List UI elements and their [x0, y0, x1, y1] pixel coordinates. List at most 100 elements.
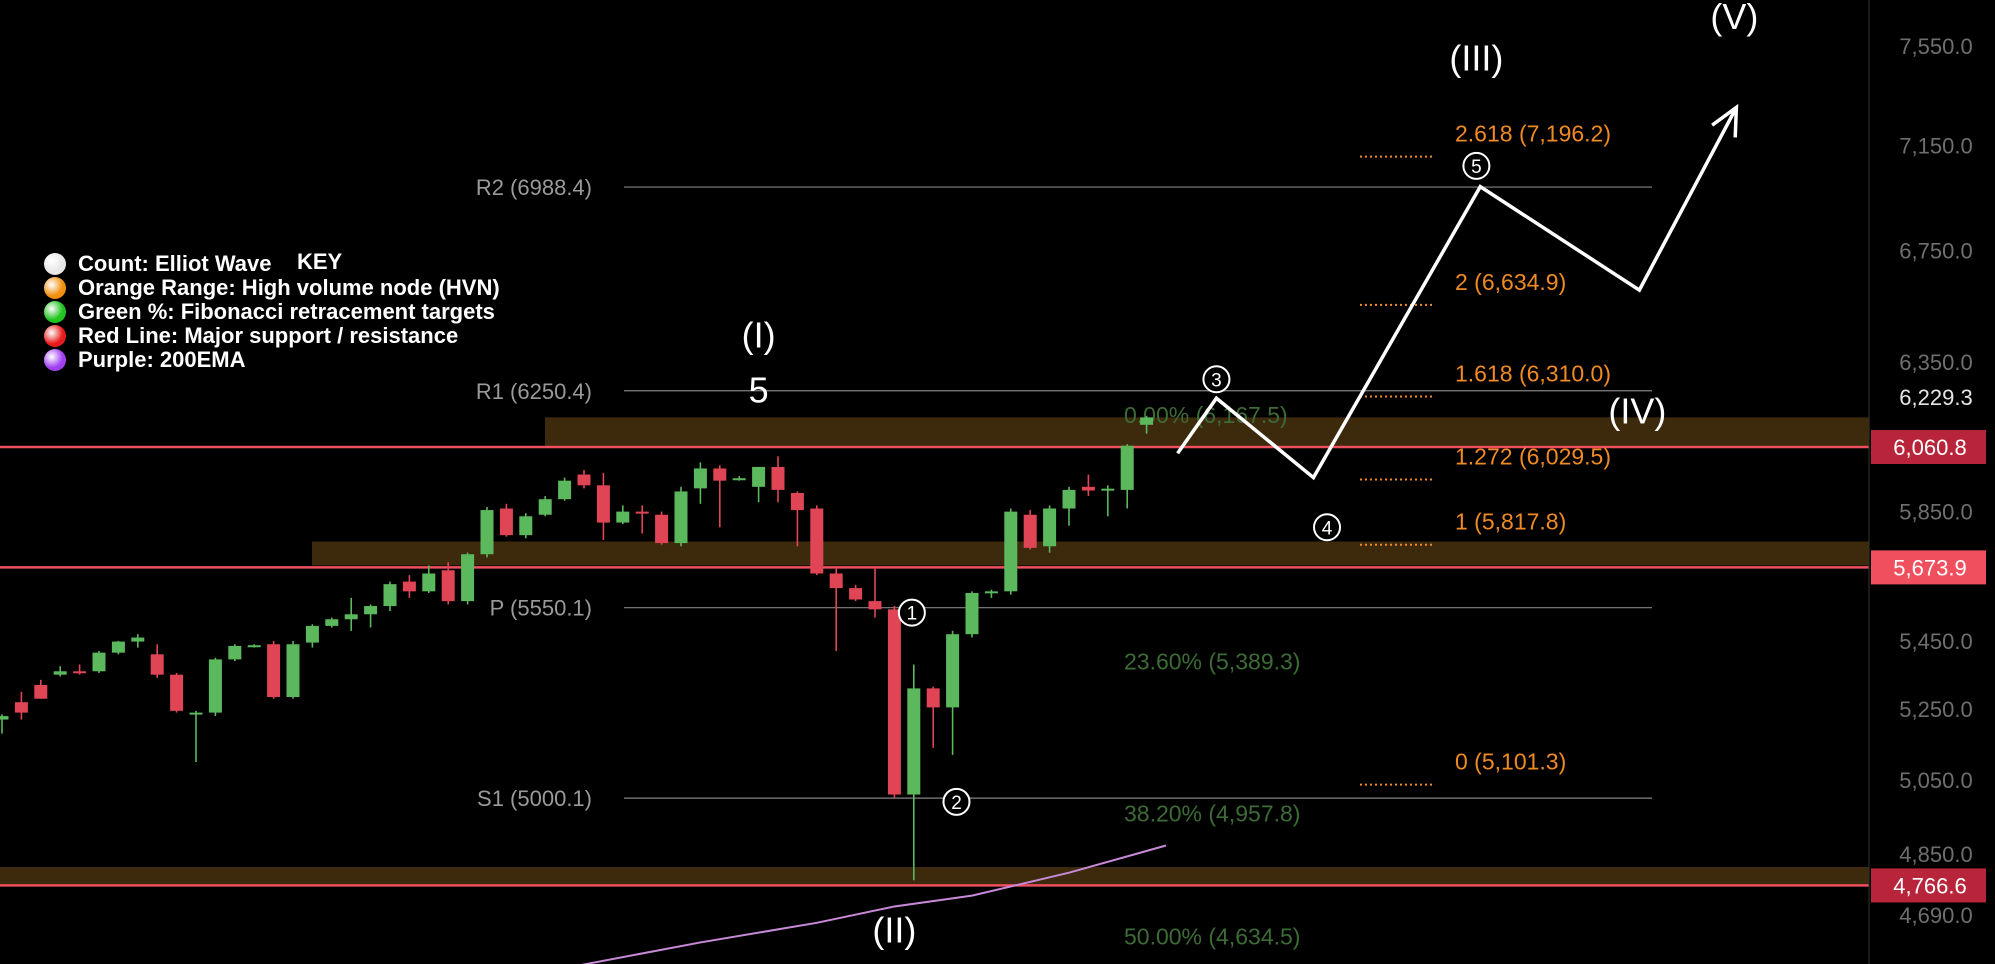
candle-body: [208, 659, 222, 713]
candle-body: [131, 637, 145, 642]
candle-body: [499, 508, 513, 536]
wave-circle-icon: [1462, 151, 1491, 180]
candle-body: [868, 601, 882, 610]
price-axis-tick-label: 6,750.0: [1899, 238, 1972, 263]
candle-body: [111, 641, 125, 653]
price-axis-tick-label: 5,850.0: [1899, 500, 1972, 525]
candle-body: [286, 644, 300, 697]
candle-body: [907, 688, 921, 795]
candle-body: [1101, 488, 1115, 491]
wave-label: (II): [872, 909, 916, 950]
price-axis-tick-label: 5,250.0: [1899, 697, 1972, 722]
candle-body: [228, 645, 242, 660]
support-price-badge-label: 5,673.9: [1893, 555, 1966, 580]
candle-body: [1081, 486, 1095, 491]
candle-body: [635, 511, 649, 514]
fib-extension-label: 2.618 (7,196.2): [1455, 121, 1611, 147]
price-axis-tick-label: 6,350.0: [1899, 350, 1972, 375]
candle-body: [693, 468, 707, 489]
price-axis-tick-label: 4,690.0: [1899, 903, 1972, 928]
wave-circle-label: 5: [1471, 157, 1482, 178]
candle-body: [558, 480, 572, 500]
candle-body: [1004, 511, 1018, 592]
wave-label: (I): [742, 315, 776, 356]
price-axis-tick-label: 7,550.0: [1899, 34, 1972, 59]
ema200-line: [581, 844, 1167, 964]
fib-extension-label: 1 (5,817.8): [1455, 509, 1566, 535]
wave-circle-icon: [1313, 513, 1342, 542]
price-axis-tick-label: 5,050.0: [1899, 768, 1972, 793]
candle-body: [267, 644, 281, 697]
candle-body: [14, 702, 28, 713]
candle-body: [965, 592, 979, 635]
candle-body: [713, 468, 727, 481]
price-axis-tick-label: 7,150.0: [1899, 133, 1972, 158]
legend-item-ema: Purple: 200EMA: [44, 348, 500, 372]
legend-item-fibonacci: Green %: Fibonacci retracement targets: [44, 300, 500, 324]
fib-extension-label: 0 (5,101.3): [1455, 749, 1566, 775]
legend-label: Orange Range: High volume node (HVN): [78, 275, 500, 300]
fib-extension-label: 1.618 (6,310.0): [1455, 360, 1611, 386]
candle-body: [849, 588, 863, 600]
candle-body: [422, 573, 436, 592]
support-price-badge: [1871, 430, 1986, 465]
wave-circle-label: 3: [1211, 370, 1222, 391]
candle-body: [441, 570, 455, 602]
wave-circle-icon: [1202, 365, 1231, 394]
wave-circle-label: 4: [1322, 518, 1333, 539]
candle-body: [1062, 489, 1076, 509]
legend-label: Green %: Fibonacci retracement targets: [78, 299, 495, 324]
price-axis-tick-label: 5,450.0: [1899, 629, 1972, 654]
candle-body: [1043, 508, 1057, 547]
candle-body: [790, 492, 804, 511]
candle-body: [1120, 445, 1134, 490]
candle-body: [325, 619, 339, 626]
hvn-zone: [545, 417, 1869, 446]
candle-body: [305, 625, 319, 643]
orange-dot-icon: [44, 277, 66, 299]
candles: [0, 415, 1154, 881]
candle-body: [538, 499, 552, 515]
candle-body: [73, 671, 87, 674]
candle-body: [344, 614, 358, 620]
hvn-zone: [312, 541, 1869, 566]
green-dot-icon: [44, 301, 66, 323]
fib-retracement-label: 50.00% (4,634.5): [1124, 924, 1300, 950]
legend-item-hvn: Orange Range: High volume node (HVN): [44, 276, 500, 300]
last-price-label: 6,229.3: [1899, 385, 1972, 410]
candle-body: [34, 684, 48, 699]
candle-body: [1140, 417, 1154, 425]
fib-retracement-label: 38.20% (4,957.8): [1124, 801, 1300, 827]
pivot-label: S1 (5000.1): [477, 786, 592, 811]
support-price-badge: [1871, 550, 1986, 585]
candle-body: [596, 485, 610, 523]
pivot-label: P (5550.1): [490, 596, 592, 621]
candle-body: [1023, 514, 1037, 548]
candle-body: [984, 591, 998, 594]
legend-item-elliot-wave: Count: Elliot Wave: [44, 252, 500, 276]
wave-circle-label: 1: [907, 604, 918, 625]
legend-title: KEY: [297, 249, 343, 274]
candle-body: [0, 716, 9, 720]
candle-body: [92, 652, 106, 672]
candle-body: [480, 510, 494, 555]
purple-dot-icon: [44, 349, 66, 371]
pivot-label: R1 (6250.4): [476, 379, 592, 404]
candle-body: [810, 508, 824, 574]
legend: KEY Count: Elliot Wave Orange Range: Hig…: [44, 249, 500, 372]
candle-body: [829, 573, 843, 589]
white-dot-icon: [44, 253, 66, 275]
legend-label: Purple: 200EMA: [78, 347, 246, 372]
candle-body: [926, 688, 940, 708]
candle-body: [752, 466, 766, 487]
wave-label: (IV): [1608, 390, 1666, 431]
arrow-head-icon: [1711, 103, 1739, 138]
candle-body: [383, 584, 397, 607]
legend-item-support-resistance: Red Line: Major support / resistance: [44, 324, 500, 348]
fib-extension-label: 2 (6,634.9): [1455, 269, 1566, 295]
price-axis-tick-label: 4,850.0: [1899, 842, 1972, 867]
candle-body: [771, 466, 785, 490]
wave-circle-icon: [942, 787, 971, 816]
